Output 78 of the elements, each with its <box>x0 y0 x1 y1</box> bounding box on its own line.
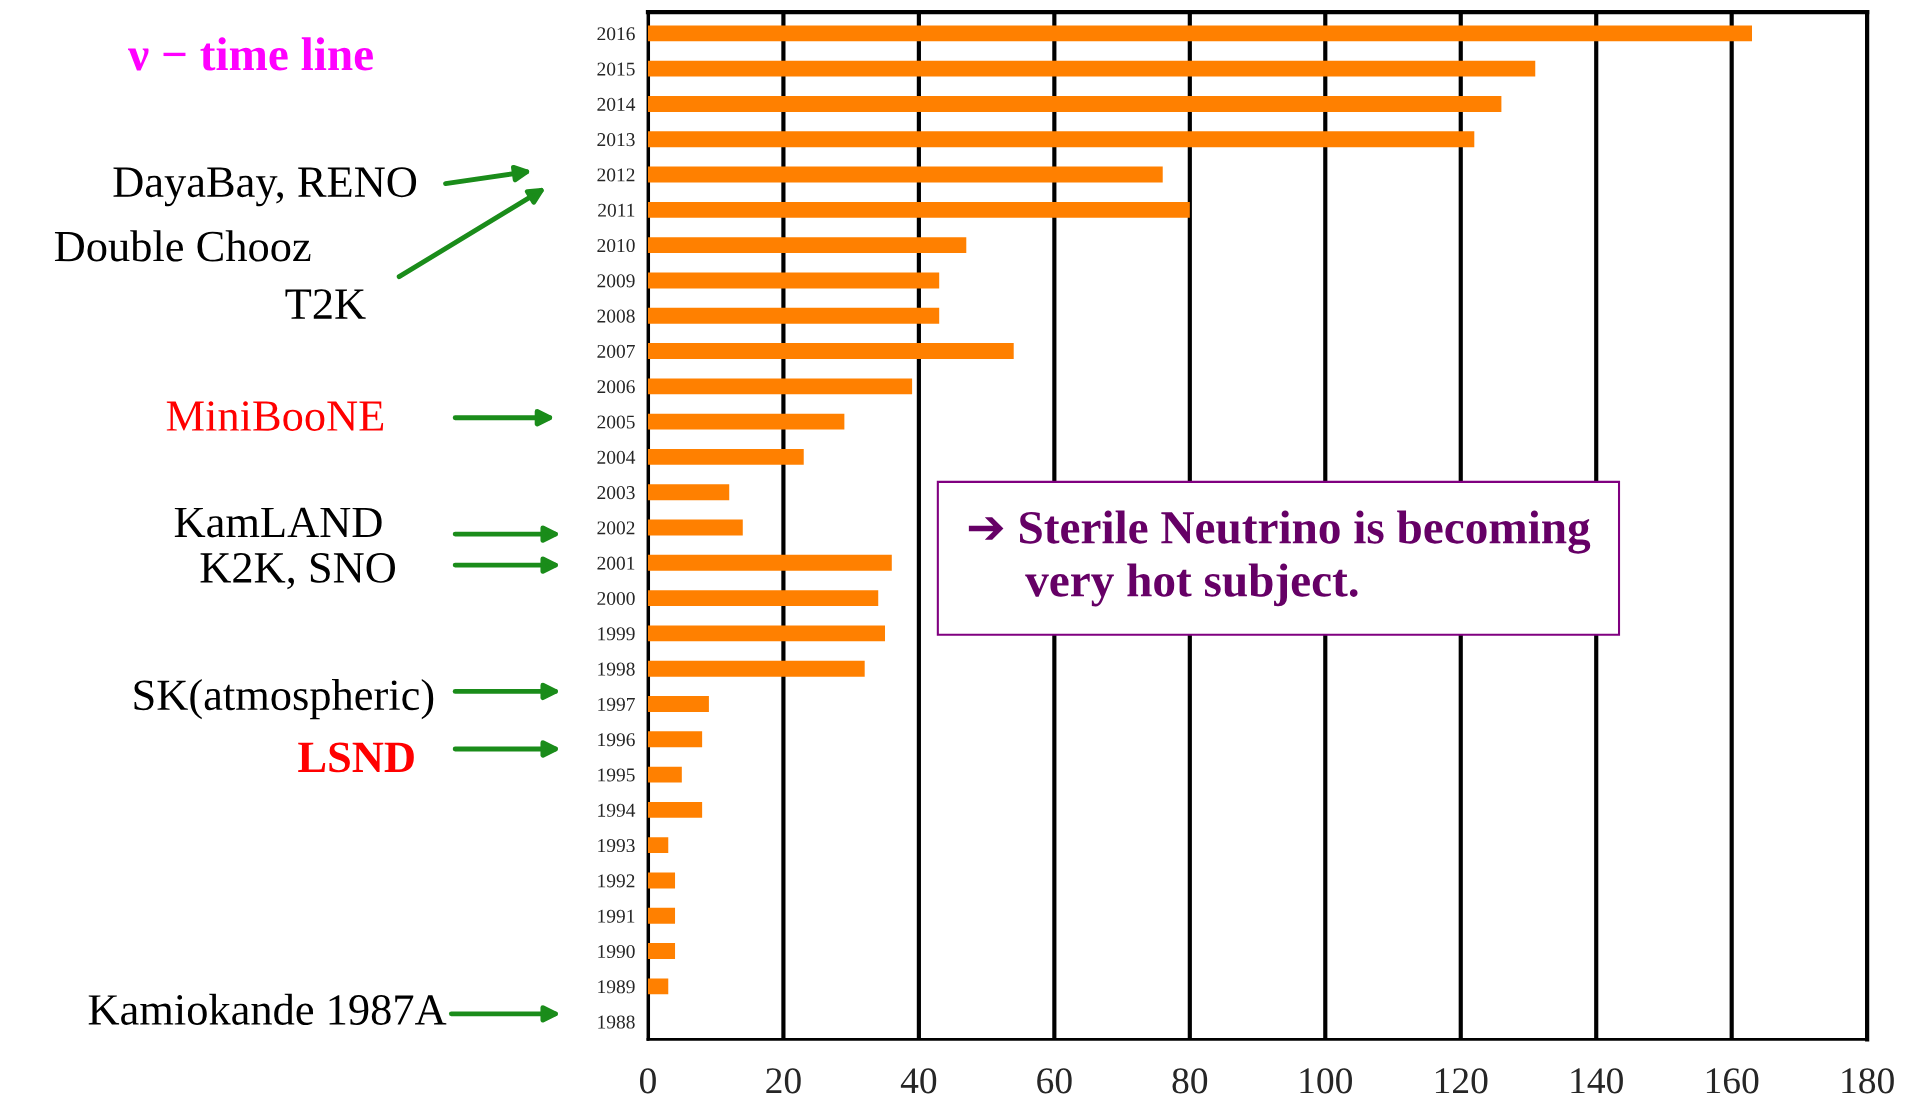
x-tick-label: 180 <box>1842 1068 1894 1094</box>
y-tick-label: 1993 <box>598 839 635 853</box>
bar <box>647 590 879 607</box>
bar <box>647 343 1014 359</box>
x-tick-label: 0 <box>640 1068 656 1094</box>
y-tick-label: 2000 <box>597 591 635 606</box>
y-tick-label: 2015 <box>597 62 635 76</box>
text: DayaBay, RENO <box>113 167 417 207</box>
y-tick-label: 1988 <box>598 1015 635 1029</box>
y-tick-label: 1992 <box>598 874 635 888</box>
x-tick-label: 20 <box>766 1068 801 1094</box>
bar <box>647 978 669 995</box>
bar <box>647 696 709 712</box>
y-tick-label: 1994 <box>598 803 636 817</box>
x-tick-label: 160 <box>1706 1068 1759 1094</box>
x-tick-label: 80 <box>1172 1068 1208 1094</box>
x-tick-label: 140 <box>1571 1068 1623 1094</box>
text: LSND <box>298 742 414 773</box>
y-tick-label: 1990 <box>598 944 635 958</box>
x-tick-label: 120 <box>1435 1068 1488 1094</box>
bar <box>647 307 940 324</box>
bar <box>647 625 886 642</box>
y-tick-label: 1989 <box>598 980 635 994</box>
bar <box>647 660 865 677</box>
text: T2K <box>285 289 366 319</box>
y-tick-label: 2006 <box>597 380 635 394</box>
y-tick-label: 2007 <box>597 344 635 358</box>
x-tick-label: 60 <box>1037 1068 1072 1094</box>
y-tick-label: 2012 <box>597 168 635 182</box>
y-tick-label: 2013 <box>597 133 635 147</box>
bar <box>647 378 913 395</box>
bar <box>647 519 743 536</box>
x-tick-label: 40 <box>900 1068 937 1094</box>
bar <box>647 166 1163 183</box>
bar <box>647 554 892 571</box>
bar <box>647 25 1753 42</box>
y-tick-label: 2001 <box>597 556 635 570</box>
text: KamLAND <box>174 507 382 538</box>
bar <box>647 872 676 889</box>
bar <box>647 131 1475 148</box>
y-tick-label: 2005 <box>597 415 635 429</box>
text: SK(atmospheric) <box>134 679 434 720</box>
bar <box>647 837 669 854</box>
bar <box>647 272 940 289</box>
y-tick-label: 1998 <box>598 662 635 676</box>
text: Kamiokande 1987A <box>88 993 447 1025</box>
bar <box>647 766 682 783</box>
y-tick-label: 1997 <box>598 697 635 711</box>
y-tick-label: 1991 <box>598 909 635 923</box>
text: K2K, SNO <box>200 552 395 590</box>
y-tick-label: 2016 <box>597 27 635 41</box>
y-tick-label: 2010 <box>597 238 635 253</box>
bar <box>647 96 1502 112</box>
y-tick-label: 2008 <box>597 309 635 323</box>
bar <box>647 943 676 960</box>
text: MiniBooNE <box>166 401 384 432</box>
y-tick-label: 1995 <box>598 768 635 782</box>
y-tick-label: 1996 <box>598 733 635 747</box>
text: Double Chooz <box>54 230 311 262</box>
bar <box>647 448 804 465</box>
x-tick-label: 100 <box>1300 1068 1352 1094</box>
annotation: ➔ Sterile Neutrino is becoming very hot subject. <box>968 510 1591 607</box>
bar <box>647 484 730 501</box>
y-tick-label: 2002 <box>597 521 635 535</box>
bar <box>647 237 967 254</box>
y-tick-label: 2009 <box>597 274 635 288</box>
bar <box>647 201 1190 218</box>
bar <box>647 731 703 748</box>
y-tick-label: 2014 <box>597 97 636 111</box>
bar <box>647 907 676 924</box>
bar <box>647 413 845 430</box>
y-tick-label: 1999 <box>598 627 635 641</box>
bar <box>647 60 1536 77</box>
y-tick-label: 2003 <box>597 486 635 500</box>
y-tick-label: 2004 <box>597 450 636 464</box>
text: ν − time line <box>128 37 373 71</box>
bar <box>647 801 703 818</box>
y-tick-label: 2011 <box>598 203 635 217</box>
